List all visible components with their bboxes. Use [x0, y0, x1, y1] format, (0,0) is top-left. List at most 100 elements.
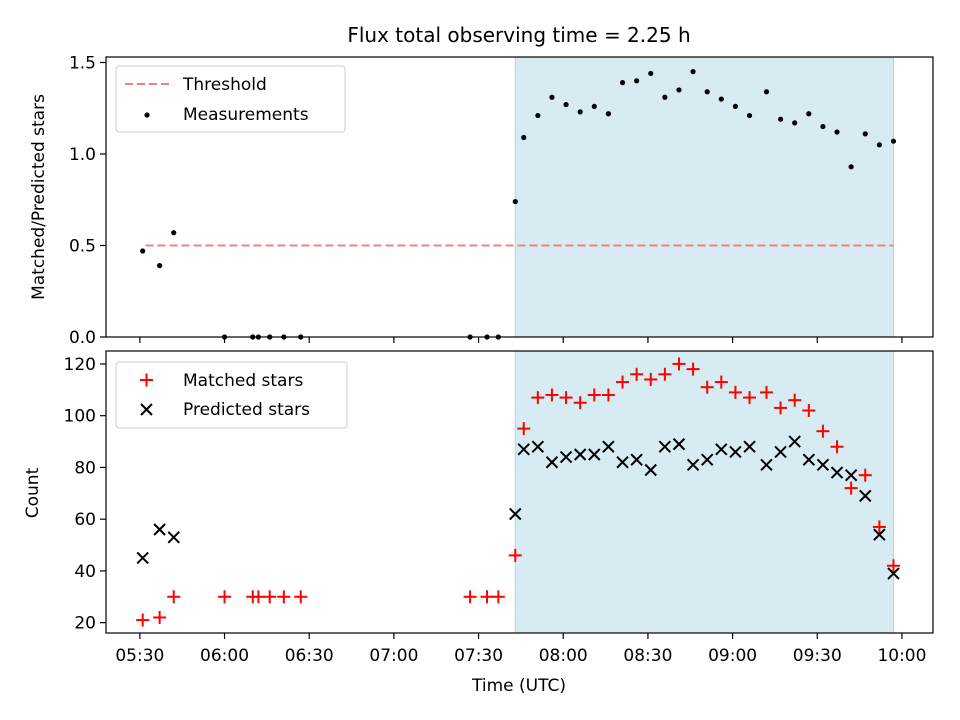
- predicted-legend-swatch: [140, 403, 153, 416]
- measurement-point: [591, 103, 597, 110]
- matched-star-point: [587, 388, 601, 402]
- measurement-point: [140, 248, 146, 254]
- matched-star-point: [743, 391, 757, 405]
- top-y-tick-label: 1.0: [69, 145, 96, 165]
- matched-star-point: [759, 385, 773, 399]
- predicted-star-point: [616, 456, 629, 469]
- measurement-point: [690, 69, 696, 75]
- predicted-star-point: [602, 440, 615, 453]
- top-y-tick-label: 0.0: [69, 328, 96, 348]
- matched-star-point: [263, 590, 277, 604]
- measurement-point: [662, 94, 668, 100]
- matched-star-point: [658, 367, 672, 381]
- predicted-star-point: [760, 458, 773, 472]
- x-tick-label: 10:00: [877, 646, 926, 666]
- predicted-star-point: [844, 468, 858, 482]
- predicted-star-point: [802, 453, 816, 466]
- measurements-legend-label: Measurements: [183, 105, 309, 125]
- matched-star-point: [601, 388, 615, 402]
- measurement-point: [862, 131, 868, 137]
- measurement-point: [676, 87, 682, 93]
- x-tick-label: 06:00: [200, 646, 249, 666]
- predicted-star-point: [531, 440, 545, 453]
- predicted-star-point: [509, 507, 522, 521]
- predicted-star-point: [588, 448, 601, 461]
- bottom-y-tick-label: 20: [74, 614, 96, 634]
- matched-star-point: [886, 559, 900, 573]
- matched-legend-swatch: [140, 373, 153, 387]
- top-y-tick-label: 1.5: [69, 53, 96, 73]
- measurement-point: [577, 109, 583, 115]
- predicted-star-point: [153, 523, 166, 536]
- matched-star-point: [774, 401, 788, 415]
- predicted-legend-label: Predicted stars: [183, 400, 310, 420]
- threshold-legend-label: Threshold: [182, 75, 267, 95]
- matched-star-point: [802, 404, 816, 418]
- predicted-star-point: [517, 443, 530, 456]
- matched-star-point: [153, 610, 167, 624]
- matched-star-point: [672, 357, 686, 371]
- x-tick-label: 09:30: [793, 646, 842, 666]
- top-panel: 0.0 0.5 1.0 1.5 Matched/Predicted stars Thr…: [29, 53, 934, 348]
- measurement-point: [876, 142, 882, 148]
- top-observing-window: [514, 56, 894, 338]
- matched-star-point: [573, 396, 587, 410]
- matched-star-point: [463, 590, 477, 604]
- measurement-point: [549, 94, 555, 100]
- x-tick-label: 08:30: [623, 646, 672, 666]
- predicted-star-point: [644, 463, 657, 477]
- matched-star-point: [830, 440, 844, 454]
- predicted-star-point: [743, 440, 756, 453]
- x-tick-label: 08:00: [539, 646, 588, 666]
- matched-star-point: [136, 613, 150, 627]
- measurement-point: [834, 129, 840, 135]
- matched-star-point: [167, 590, 181, 604]
- predicted-star-point: [686, 458, 700, 472]
- measurement-point: [171, 230, 177, 236]
- bottom-panel: 20 40 60 80 100 120 05:30 06:00 06:30 07:00 07:30…: [23, 350, 934, 696]
- chart-title: Flux total observing time = 2.25 h: [347, 23, 690, 47]
- matched-star-point: [517, 422, 531, 436]
- bottom-y-tick-label: 60: [74, 510, 96, 530]
- measurement-point: [763, 89, 770, 95]
- matched-star-point: [700, 380, 714, 394]
- bottom-y-axis-label: Count: [23, 467, 43, 518]
- matched-star-point: [480, 590, 494, 604]
- predicted-star-point: [167, 531, 180, 544]
- predicted-star-point: [830, 466, 844, 479]
- predicted-star-point: [700, 453, 714, 466]
- matched-star-point: [277, 590, 291, 604]
- measurement-point: [648, 70, 654, 77]
- x-tick-label: 06:30: [285, 646, 334, 666]
- bottom-plot-frame: [105, 350, 934, 634]
- matched-star-point: [858, 468, 872, 482]
- measurement-point: [704, 89, 710, 95]
- measurement-point: [512, 198, 518, 205]
- predicted-star-point: [672, 437, 686, 451]
- measurement-point: [605, 111, 612, 117]
- matched-star-point: [294, 590, 308, 604]
- matched-star-point: [686, 362, 700, 376]
- predicted-star-point: [816, 458, 830, 472]
- predicted-star-point: [573, 448, 587, 461]
- matched-star-point: [872, 520, 886, 534]
- top-y-axis-label: Matched/Predicted stars: [29, 94, 49, 300]
- bottom-y-tick-label: 80: [74, 458, 96, 478]
- measurement-point: [777, 116, 784, 122]
- measurement-point: [619, 80, 626, 86]
- x-tick-label: 07:30: [454, 646, 503, 666]
- measurement-point: [746, 112, 753, 119]
- bottom-legend: Matched stars Predicted stars: [115, 361, 348, 429]
- matched-legend-label: Matched stars: [183, 371, 303, 391]
- bottom-observing-window: [514, 350, 894, 634]
- matched-star-point: [545, 388, 559, 402]
- measurement-point: [848, 164, 854, 170]
- matched-star-point: [508, 548, 522, 562]
- matched-star-point: [788, 393, 802, 407]
- top-legend-box: [115, 65, 346, 133]
- top-legend: Threshold Measurements: [115, 65, 346, 133]
- bottom-legend-box: [115, 361, 348, 429]
- predicted-star-point: [630, 453, 643, 466]
- predicted-star-point: [658, 440, 672, 453]
- predicted-star-point: [859, 489, 872, 503]
